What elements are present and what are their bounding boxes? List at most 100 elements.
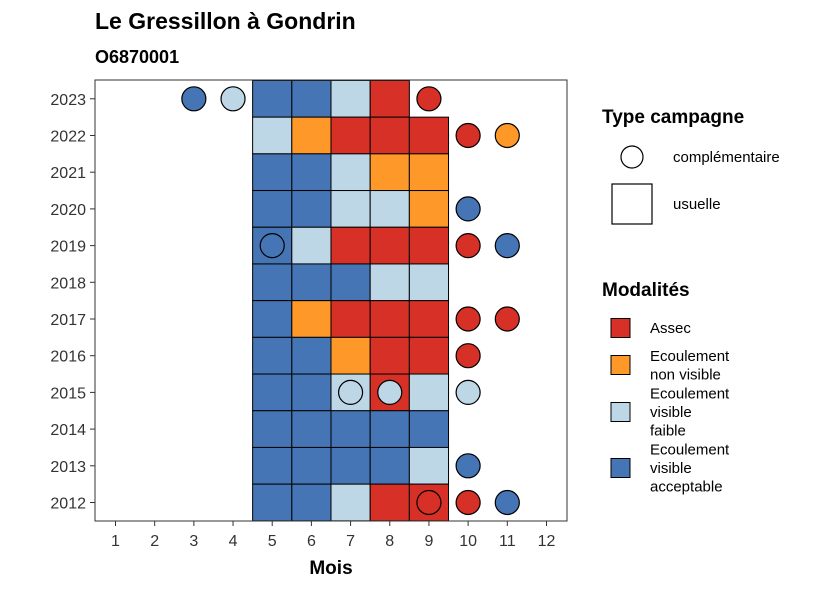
y-tick-label: 2014 <box>50 422 86 439</box>
tile-2022-7 <box>330 116 371 155</box>
tile-2012-8 <box>369 483 410 522</box>
tile-2018-6 <box>291 263 332 302</box>
tile-2023-8 <box>369 79 410 118</box>
point-2019-10 <box>455 233 481 259</box>
tile-2022-9 <box>408 116 450 155</box>
tile-2013-6 <box>291 446 332 485</box>
legend-modalite-label: Assec <box>650 320 691 337</box>
legend-modalite-label: visible <box>650 460 692 477</box>
x-tick-label: 6 <box>307 533 316 550</box>
legend-modalite-label: faible <box>650 423 686 440</box>
y-axis: 2012 2013 2014 2015 2016 2017 2018 2019 2020 2021… <box>50 92 95 513</box>
tile-2015-9 <box>408 373 450 412</box>
tile-2021-9 <box>408 153 450 192</box>
tile-2015-5 <box>252 373 293 412</box>
tile-2013-9 <box>408 446 450 485</box>
tile-2019-7 <box>330 226 371 265</box>
x-tick-label: 4 <box>229 533 238 550</box>
x-tick-label: 5 <box>268 533 277 550</box>
tile-2017-6 <box>291 300 332 338</box>
legend-modalite-label: visible <box>650 404 692 421</box>
tile-2020-6 <box>291 190 332 228</box>
tile-2021-6 <box>291 153 332 192</box>
tile-2017-7 <box>330 300 371 338</box>
tile-2020-5 <box>252 190 293 228</box>
point-2019-5 <box>259 233 285 259</box>
y-tick-label: 2012 <box>50 496 86 513</box>
tile-2013-5 <box>252 446 293 485</box>
point-2017-11 <box>494 306 520 332</box>
x-tick-label: 2 <box>150 533 159 550</box>
x-tick-label: 1 <box>111 533 120 550</box>
legend-type-label: usuelle <box>673 196 721 213</box>
tile-2019-8 <box>369 226 410 265</box>
x-axis-title: Mois <box>309 558 352 579</box>
tile-2021-5 <box>252 153 293 192</box>
tile-2023-7 <box>330 79 371 118</box>
y-tick-label: 2015 <box>50 385 86 402</box>
tile-2022-8 <box>369 116 410 155</box>
y-tick-label: 2013 <box>50 459 86 476</box>
tile-2015-6 <box>291 373 332 412</box>
x-tick-label: 11 <box>499 533 516 550</box>
y-tick-label: 2020 <box>50 202 86 219</box>
legend-swatch <box>610 402 631 422</box>
point-2023-9 <box>416 86 442 112</box>
tile-2018-8 <box>369 263 410 302</box>
tile-2018-7 <box>330 263 371 302</box>
x-tick-label: 12 <box>538 533 556 550</box>
tile-2023-5 <box>252 79 293 118</box>
y-tick-label: 2019 <box>50 239 86 256</box>
y-tick-label: 2018 <box>50 275 86 292</box>
point-2015-8 <box>377 379 403 405</box>
y-tick-label: 2022 <box>50 129 86 146</box>
point-2022-10 <box>455 122 481 149</box>
tile-2016-5 <box>252 336 293 375</box>
tile-2012-7 <box>330 483 371 522</box>
tile-2020-8 <box>369 190 410 228</box>
point-2017-10 <box>455 306 481 332</box>
tile-2014-8 <box>369 410 410 448</box>
tile-2019-9 <box>408 226 450 265</box>
tile-2017-8 <box>369 300 410 338</box>
tile-2016-9 <box>408 336 450 375</box>
legend-modalite-label: non visible <box>650 366 721 383</box>
tile-2016-6 <box>291 336 332 375</box>
legend-type-campagne: Type campagne complémentaire usuelle <box>602 107 780 225</box>
chart-subtitle: O6870001 <box>95 47 179 67</box>
x-tick-label: 3 <box>189 533 198 550</box>
tile-2022-5 <box>252 116 293 155</box>
point-2015-10 <box>455 379 481 405</box>
legend-swatch <box>610 458 631 478</box>
tile-2014-5 <box>252 410 293 448</box>
x-axis: 1 2 3 4 5 6 7 8 9 10 11 12 <box>111 521 555 550</box>
x-tick-label: 10 <box>459 533 477 550</box>
tile-2014-9 <box>408 410 450 448</box>
point-2020-10 <box>455 196 481 222</box>
legend-swatch <box>610 355 631 375</box>
y-tick-label: 2017 <box>50 312 86 329</box>
point-2016-10 <box>455 343 481 369</box>
x-tick-label: 7 <box>346 533 355 550</box>
plot-panel <box>94 79 568 522</box>
tile-2022-6 <box>291 116 332 155</box>
tile-2014-7 <box>330 410 371 448</box>
y-tick-label: 2023 <box>50 92 86 109</box>
tile-2019-6 <box>291 226 332 265</box>
tile-2020-7 <box>330 190 371 228</box>
point-2013-10 <box>455 453 481 479</box>
y-tick-label: 2021 <box>50 165 86 182</box>
point-2023-4 <box>220 86 246 112</box>
legend-swatch <box>610 318 631 338</box>
tile-2018-9 <box>408 263 450 302</box>
point-2022-11 <box>494 122 520 149</box>
point-2019-11 <box>494 233 520 259</box>
tile-2013-7 <box>330 446 371 485</box>
point-2012-11 <box>494 489 520 516</box>
panel-border <box>94 79 568 522</box>
legend-modalite-label: acceptable <box>650 479 723 496</box>
tile-2020-9 <box>408 190 450 228</box>
tile-2021-8 <box>369 153 410 192</box>
